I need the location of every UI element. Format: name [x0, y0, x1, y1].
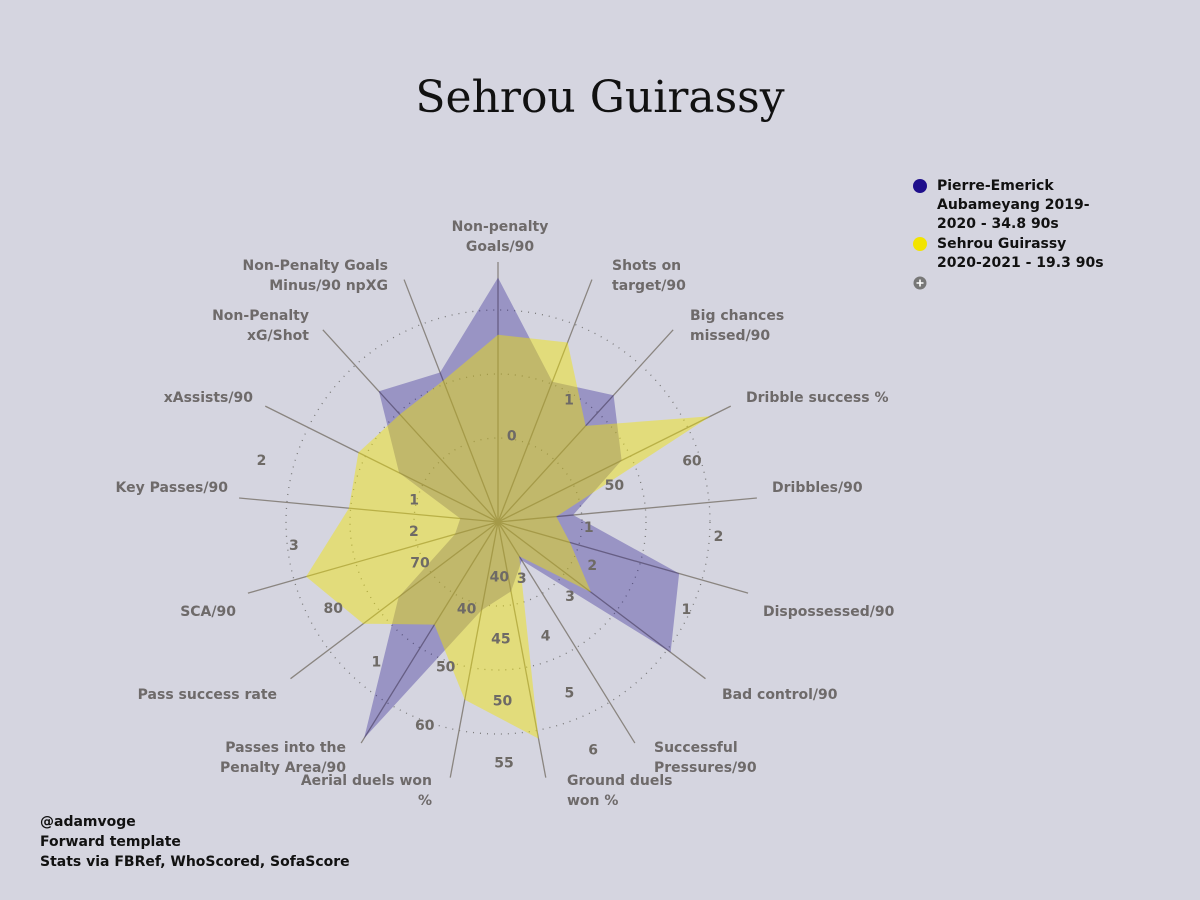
series-area — [306, 334, 711, 739]
ring — [285, 309, 711, 735]
legend-label: Sehrou Guirassy 2020-2021 - 19.3 90s — [937, 236, 1104, 271]
tick-label: 50 — [493, 693, 513, 709]
tick-label: 55 — [494, 755, 513, 771]
tick-label: 40 — [457, 601, 477, 617]
axis-label: Dispossessed/90 — [763, 604, 895, 620]
spoke — [360, 521, 499, 744]
tick-label: 6 — [588, 743, 598, 759]
spoke — [403, 279, 499, 523]
legend-label: Pierre-Emerick Aubameyang 2019-2020 - 34… — [937, 178, 1090, 232]
tick-label: 1 — [564, 393, 574, 409]
spoke — [239, 497, 499, 523]
tick-label: 60 — [415, 718, 435, 734]
axis-label: Dribbles/90 — [772, 480, 863, 496]
icon-plus — [916, 279, 924, 287]
tick-label: 3 — [289, 538, 299, 554]
axis-label: Aerial duels won % — [300, 773, 432, 809]
axis-label: Dribble success % — [746, 390, 889, 406]
legend-dot — [913, 179, 927, 193]
spoke — [497, 521, 749, 594]
axis-label: SCA/90 — [180, 604, 236, 620]
axis-label: Pass success rate — [137, 687, 277, 703]
axis-label: Shots on target/90 — [612, 258, 686, 294]
series-areas — [306, 277, 711, 739]
spoke — [497, 279, 593, 523]
tick-label: 45 — [491, 632, 510, 648]
axis-label: Successful Pressures/90 — [654, 740, 757, 776]
axis-label: Ground duels won % — [567, 773, 673, 809]
tick-label: 1 — [682, 602, 692, 618]
spoke — [497, 497, 757, 523]
chart-title: Sehrou Guirassy — [415, 72, 785, 123]
tick-label: 1 — [409, 492, 419, 508]
spoke — [497, 521, 547, 778]
series-area — [364, 277, 680, 739]
tick-label: 70 — [410, 555, 430, 571]
tick-label: 2 — [257, 453, 267, 469]
tick-label: 3 — [517, 571, 527, 587]
tick-label: 0 — [507, 428, 517, 444]
legend-dot — [913, 237, 927, 251]
more-icon — [913, 276, 927, 290]
tick-label: 50 — [605, 478, 625, 494]
tick-label: 1 — [584, 520, 594, 536]
tick-label: 3 — [565, 589, 575, 605]
spoke — [290, 521, 499, 680]
spoke — [449, 521, 499, 778]
ring — [413, 437, 583, 607]
axis-label: Non-Penalty Goals Minus/90 npXG — [242, 258, 388, 294]
tick-label: 5 — [564, 685, 574, 701]
ring — [349, 373, 647, 671]
tick-label: 50 — [436, 660, 456, 676]
axis-label: Key Passes/90 — [115, 480, 228, 496]
axis-label: Non-Penalty xG/Shot — [212, 308, 309, 344]
spoke — [497, 329, 674, 523]
axis-label: Passes into the Penalty Area/90 — [220, 740, 346, 776]
footer-note: Forward template — [40, 834, 181, 850]
tick-label: 80 — [323, 601, 343, 617]
tick-label: 2 — [409, 524, 419, 540]
spoke — [497, 521, 706, 680]
axis-label: Bad control/90 — [722, 687, 838, 703]
tick-label: 4 — [541, 628, 551, 644]
axis-label: Non-penalty Goals/90 — [451, 219, 549, 255]
spoke — [247, 521, 499, 594]
spoke — [322, 329, 499, 523]
tick-label: 2 — [587, 558, 597, 574]
spokes — [239, 262, 757, 778]
spoke — [497, 521, 636, 744]
spoke — [264, 405, 499, 523]
axis-label: xAssists/90 — [163, 390, 253, 406]
spoke — [497, 405, 732, 523]
tick-label: 40 — [490, 570, 510, 586]
tick-label: 60 — [682, 454, 702, 470]
footer-note: @adamvoge — [40, 814, 136, 830]
tick-label: 2 — [714, 529, 724, 545]
rings — [285, 309, 711, 735]
footer-note: Stats via FBRef, WhoScored, SofaScore — [40, 854, 350, 870]
axis-label: Big chances missed/90 — [690, 308, 785, 344]
tick-label: 1 — [371, 654, 381, 670]
